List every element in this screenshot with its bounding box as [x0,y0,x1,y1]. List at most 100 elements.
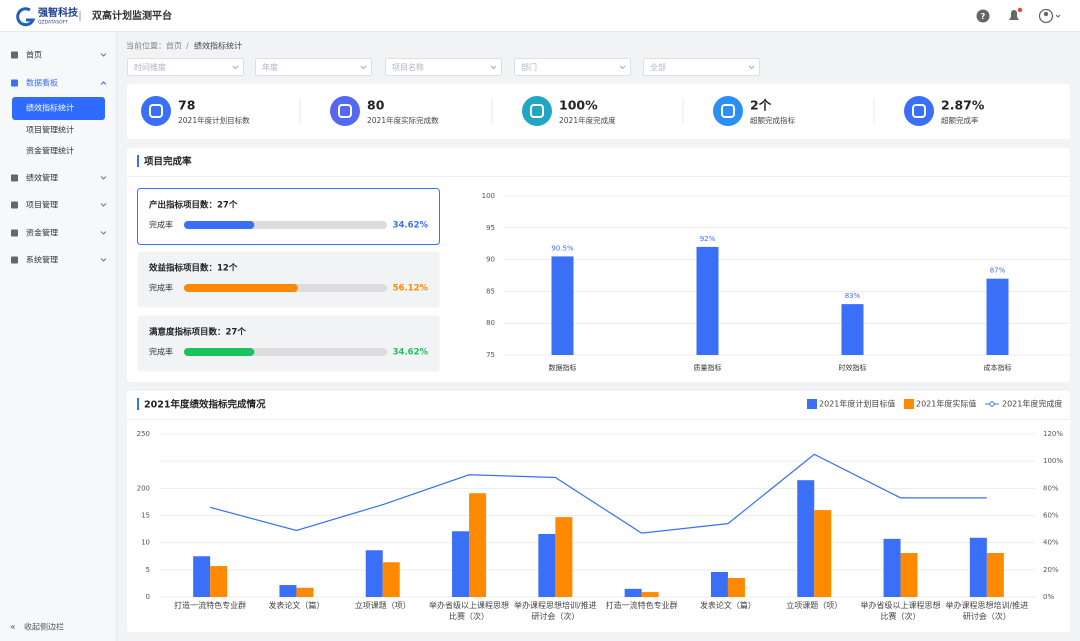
rate-value: 34.62% [393,348,429,358]
menu-item[interactable]: 项目管理 [26,200,58,210]
chevron [360,65,367,70]
y-tick-label: 10 [141,539,150,547]
rate-card [137,251,440,308]
chevron [100,231,107,235]
stat-value: 2个 [750,98,772,113]
bar [365,550,383,597]
header [0,0,1080,32]
filter-select[interactable]: 部门 [514,58,631,76]
legend-marker [904,399,914,409]
value-label: 90.5% [551,244,574,252]
menu-icon [11,201,18,209]
legend-label: 2021年度计划目标值 [819,399,895,409]
bar [296,587,314,597]
collapse-sidebar[interactable]: 收起侧边栏 [24,622,64,632]
bar [624,588,642,597]
y-tick-label: 100 [482,192,495,200]
bell-icon[interactable] [1009,7,1023,20]
x-tick-label: 打造一流特色专业群 [174,601,247,610]
y2-tick-label: 100% [1043,457,1063,465]
chevron [100,258,107,262]
card-title: 效益指标项目数：12个 [149,263,238,274]
menu-icon [11,51,18,59]
stat-glyph [721,104,735,118]
rate-label: 完成率 [149,220,173,230]
x-tick-label: 立项课题（项） [354,601,411,610]
stat-icon [330,96,360,126]
stat-label: 2021年度完成度 [559,115,616,125]
filter-select[interactable]: 全部 [643,58,760,76]
svg-text:?: ? [981,12,986,21]
x-tick-label: 举办省级以上课程思想比赛（次） [429,601,510,621]
bar [986,278,1009,355]
bar [555,517,573,597]
y-tick-label: 95 [486,224,495,232]
bar [710,572,728,597]
filter-select[interactable]: 项目名称 [385,58,502,76]
value-label: 87% [990,267,1006,275]
x-tick-label: 质量指标 [694,363,722,372]
stat-glyph [530,104,544,118]
stat-label: 超额完成率 [941,115,979,125]
bar [696,246,719,355]
stat-label: 2021年度实际完成数 [367,115,439,125]
title-accent [137,398,139,410]
chevron [748,65,755,70]
chevron [100,203,107,207]
legend-label: 2021年度实际值 [916,399,976,409]
progress-bar [184,284,298,292]
bar [382,562,400,597]
menu-item[interactable]: 数据看板 [26,78,58,88]
sidebar [0,32,117,641]
bar [900,552,918,597]
app-title: 双高计划监测平台 [92,9,172,22]
panel-title: 2021年度绩效指标完成情况 [144,399,266,411]
y-tick-label: 80 [486,319,495,327]
stat-glyph [149,104,163,118]
user-icon[interactable] [1038,8,1061,24]
y2-tick-label: 20% [1043,566,1059,574]
bar [883,538,901,597]
legend-marker [989,401,995,407]
y-tick-label: 0 [146,593,150,601]
y-tick-label: 15 [141,512,150,520]
y-tick-label: 200 [137,484,150,492]
stat-value: 80 [367,98,385,113]
card-title: 满意度指标项目数：27个 [149,327,246,338]
rate-card [137,315,440,372]
x-tick-label: 发表论文（篇） [699,601,756,610]
bar [841,304,864,355]
chevron [490,65,497,70]
menu-item[interactable]: 首页 [26,50,42,60]
stat-icon [522,96,552,126]
brand-sub: QZDATASOFT [38,20,68,26]
bar [210,566,228,597]
x-tick-label: 举办课程思想培训/推进研讨会（次） [513,601,597,621]
y-tick-label: 90 [486,256,495,264]
legend-label: 2021年度完成度 [1002,399,1062,409]
menu-item[interactable]: 系统管理 [26,255,58,265]
filter-select[interactable]: 时间维度 [127,58,244,76]
bar [469,493,487,597]
x-tick-label: 举办课程思想培训/推进研讨会（次） [945,601,1029,621]
stat-value: 100% [559,98,598,113]
menu-item[interactable]: 绩效管理 [26,173,58,183]
stat-icon [904,96,934,126]
bar [986,552,1004,597]
title-accent [137,155,139,167]
help-icon[interactable]: ? [976,9,990,23]
stat-glyph [338,104,352,118]
stat-glyph [912,104,926,118]
line [209,453,987,534]
submenu-item[interactable]: 项目管理统计 [26,125,74,135]
bar [797,480,815,597]
submenu-item[interactable]: 资金管理统计 [26,146,74,156]
filter-select[interactable]: 年度 [255,58,372,76]
submenu-item[interactable]: 绩效指标统计 [26,103,74,113]
menu-item[interactable]: 资金管理 [26,228,58,238]
y2-tick-label: 60% [1043,512,1059,520]
bar [551,256,574,355]
x-tick-label: 发表论文（篇） [268,601,325,610]
